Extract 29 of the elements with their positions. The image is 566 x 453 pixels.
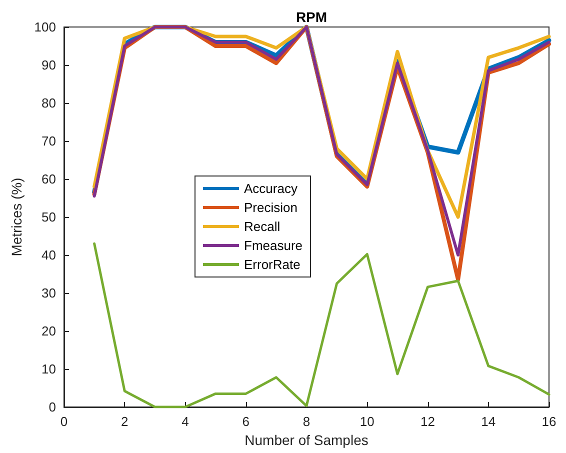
- y-tick-label: 80: [42, 96, 56, 110]
- legend-label: Precision: [244, 200, 298, 215]
- x-tick-label: 16: [542, 414, 556, 429]
- x-tick-label: 0: [60, 414, 68, 429]
- x-tick-label: 4: [182, 414, 189, 429]
- x-tick-label: 12: [420, 414, 435, 429]
- legend-label: Fmeasure: [244, 238, 303, 253]
- chart-title: RPM: [296, 9, 328, 25]
- x-tick-label: 14: [481, 414, 496, 429]
- legend-label: ErrorRate: [244, 257, 300, 272]
- x-tick-label: 10: [360, 414, 374, 429]
- y-axis-title: Metrices (%): [8, 178, 24, 256]
- y-tick-label: 100: [34, 20, 56, 34]
- y-tick-label: 10: [42, 362, 56, 376]
- y-tick-label: 60: [42, 172, 56, 186]
- legend-label: Accuracy: [244, 181, 298, 196]
- x-tick-label: 8: [302, 414, 310, 429]
- y-tick-label: 30: [42, 286, 56, 300]
- y-tick-label: 40: [42, 248, 56, 262]
- x-tick-label: 6: [242, 414, 250, 429]
- y-tick-label: 90: [42, 58, 56, 72]
- y-tick-label: 70: [42, 134, 56, 148]
- y-tick-label: 20: [42, 324, 56, 338]
- x-tick-label: 2: [121, 414, 128, 429]
- y-tick-label: 0: [48, 400, 56, 414]
- y-tick-label: 50: [42, 210, 56, 224]
- x-axis-title: Number of Samples: [244, 432, 368, 448]
- legend-label: Recall: [244, 219, 280, 234]
- line-series: [93, 242, 550, 408]
